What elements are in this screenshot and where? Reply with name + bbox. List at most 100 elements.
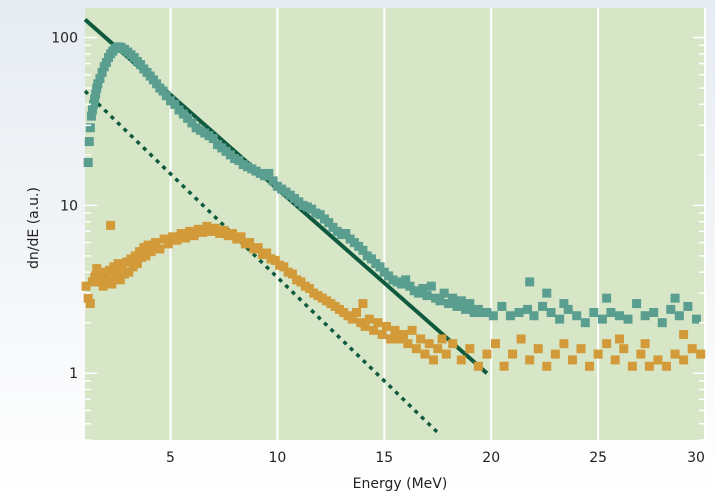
teal-point	[580, 318, 590, 328]
teal-point	[674, 311, 684, 321]
orange-point	[420, 349, 430, 359]
x-tick-label: 5	[166, 450, 175, 466]
orange-point	[619, 344, 629, 354]
teal-point	[83, 158, 93, 168]
orange-point	[614, 334, 624, 344]
orange-point	[219, 225, 229, 235]
orange-point	[159, 234, 169, 244]
teal-point	[84, 137, 94, 147]
orange-point	[113, 259, 123, 269]
orange-point	[245, 238, 255, 248]
teal-point	[158, 86, 168, 96]
teal-point	[538, 301, 548, 311]
teal-point	[597, 314, 607, 324]
teal-point	[691, 314, 701, 324]
teal-point	[86, 111, 96, 121]
teal-point	[657, 318, 667, 328]
orange-point	[508, 349, 518, 359]
orange-point	[533, 344, 543, 354]
teal-point	[85, 123, 95, 133]
orange-point	[516, 334, 526, 344]
orange-point	[542, 361, 552, 371]
orange-point	[146, 247, 156, 257]
teal-point	[187, 118, 197, 128]
teal-point	[268, 176, 278, 186]
teal-point	[375, 262, 385, 272]
orange-point	[347, 314, 357, 324]
teal-point	[488, 311, 498, 321]
orange-point	[679, 355, 689, 365]
grid	[169, 8, 706, 440]
plot-background	[85, 8, 705, 440]
orange-point	[163, 239, 173, 249]
teal-point	[559, 299, 569, 309]
orange-point	[236, 232, 246, 242]
orange-point	[437, 334, 447, 344]
orange-point	[202, 221, 212, 231]
teal-point	[525, 277, 535, 287]
orange-point	[407, 325, 417, 335]
teal-point	[589, 308, 599, 318]
x-tick-label: 15	[375, 450, 393, 466]
orange-point	[107, 279, 117, 289]
orange-point	[525, 355, 535, 365]
orange-point	[81, 281, 91, 291]
orange-point	[87, 277, 97, 287]
orange-point	[399, 330, 409, 340]
x-tick-label: 20	[482, 450, 500, 466]
teal-point	[666, 304, 676, 314]
orange-point	[172, 235, 182, 245]
orange-point	[92, 264, 102, 274]
teal-point	[465, 299, 475, 309]
orange-point	[403, 339, 413, 349]
orange-point	[559, 339, 569, 349]
orange-point	[377, 330, 387, 340]
orange-point	[644, 361, 654, 371]
teal-point	[572, 311, 582, 321]
teal-point	[632, 299, 642, 309]
teal-point	[324, 218, 334, 228]
orange-point	[416, 334, 426, 344]
orange-point	[369, 325, 379, 335]
teal-point	[426, 281, 436, 291]
orange-point	[151, 238, 161, 248]
orange-point	[210, 223, 220, 233]
orange-point	[262, 248, 272, 258]
orange-point	[448, 339, 458, 349]
orange-point	[90, 271, 100, 281]
teal-point	[683, 301, 693, 311]
teal-point	[514, 308, 524, 318]
orange-point	[567, 355, 577, 365]
teal-point	[623, 314, 633, 324]
teal-point	[170, 99, 180, 109]
fit-line-dotted	[83, 89, 442, 436]
orange-point	[636, 349, 646, 359]
orange-point	[85, 299, 95, 309]
orange-point	[610, 355, 620, 365]
orange-point	[687, 344, 697, 354]
orange-point	[180, 233, 190, 243]
teal-point	[366, 254, 376, 264]
teal-point	[414, 288, 424, 298]
orange-point	[640, 339, 650, 349]
x-axis-label: Energy (MeV)	[353, 476, 448, 492]
teal-point	[91, 89, 101, 99]
orange-point	[465, 344, 475, 354]
teal-point	[602, 293, 612, 303]
teal-point	[89, 99, 99, 109]
orange-point	[499, 361, 509, 371]
orange-point	[189, 231, 199, 241]
teal-point	[435, 296, 445, 306]
teal-point	[161, 91, 171, 101]
teal-point	[439, 288, 449, 298]
teal-point	[264, 168, 274, 178]
teal-point	[461, 304, 471, 314]
orange-point	[106, 220, 116, 230]
teal-point	[401, 275, 411, 285]
teal-point	[614, 311, 624, 321]
orange-point	[428, 355, 438, 365]
orange-point	[696, 349, 706, 359]
teal-point	[482, 308, 492, 318]
orange-point	[287, 269, 297, 279]
